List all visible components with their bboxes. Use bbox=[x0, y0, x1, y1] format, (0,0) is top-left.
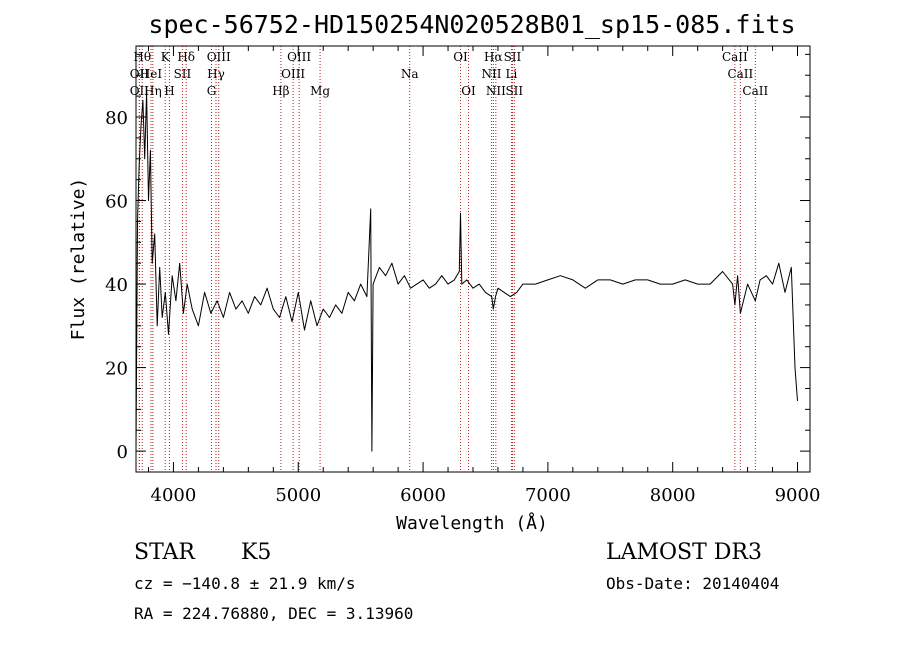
spectral-line-label: NII bbox=[486, 84, 506, 98]
chart-title: spec-56752-HD150254N020528B01_sp15-085.f… bbox=[148, 10, 795, 39]
x-tick-label: 7000 bbox=[525, 485, 571, 506]
x-tick-label: 6000 bbox=[400, 485, 446, 506]
spectral-line-label: OII bbox=[130, 67, 150, 81]
spectral-line-label: OI bbox=[461, 84, 476, 98]
x-tick-label: 5000 bbox=[275, 485, 321, 506]
spectral-line-label: SII bbox=[504, 50, 522, 64]
redshift-readout: cz = −140.8 ± 21.9 km/s bbox=[134, 574, 356, 593]
observation-date: Obs-Date: 20140404 bbox=[606, 574, 779, 593]
y-tick-label: 40 bbox=[105, 275, 128, 296]
spectral-line-label: CaII bbox=[742, 84, 768, 98]
spectral-line-label: Mg bbox=[310, 84, 330, 98]
x-axis: 4000 5000 6000 7000 8000 9000 bbox=[147, 46, 821, 506]
spectral-line-label: Na bbox=[401, 67, 419, 81]
spectral-line-label: HeI bbox=[140, 67, 163, 81]
spectral-line-label: CaII bbox=[722, 50, 748, 64]
x-tick-label: 4000 bbox=[151, 485, 197, 506]
spectral-line-label: OIII bbox=[281, 67, 305, 81]
y-axis: 0 20 40 60 80 bbox=[105, 53, 810, 473]
y-tick-label: 80 bbox=[105, 108, 128, 129]
y-tick-label: 60 bbox=[105, 192, 128, 213]
spectral-line-label: Hγ bbox=[207, 67, 225, 81]
spectral-line-label: OII bbox=[130, 84, 150, 98]
spectral-line-label: OIII bbox=[287, 50, 311, 64]
spectral-line-label: Hδ bbox=[177, 50, 195, 64]
spectrum-series bbox=[135, 91, 798, 452]
plot-frame bbox=[135, 45, 811, 473]
spectral-line-label: Hη bbox=[144, 84, 162, 98]
spectral-line-label: H bbox=[164, 84, 174, 98]
spectral-line-markers bbox=[138, 46, 756, 472]
object-subclass: K5 bbox=[241, 540, 271, 565]
survey-name: LAMOST DR3 bbox=[606, 540, 762, 565]
object-class: STAR bbox=[134, 540, 196, 565]
spectral-line-label: Hα bbox=[484, 50, 503, 64]
spectral-line-label: SII bbox=[174, 67, 192, 81]
spectral-line-label: Hβ bbox=[272, 84, 289, 98]
spectral-line-label: SII bbox=[505, 84, 523, 98]
spectral-line-label: NII bbox=[481, 67, 501, 81]
x-tick-label: 9000 bbox=[775, 485, 821, 506]
spectral-line-label: K bbox=[161, 50, 171, 64]
y-tick-label: 0 bbox=[117, 442, 128, 463]
spectral-line-label: Hθ bbox=[133, 50, 151, 64]
y-tick-label: 20 bbox=[105, 359, 128, 380]
spectral-line-label: Li bbox=[506, 67, 518, 81]
spectrum-line bbox=[135, 91, 798, 452]
spectral-line-label: OI bbox=[453, 50, 468, 64]
x-axis-label: Wavelength (Å) bbox=[396, 512, 548, 534]
x-tick-label: 8000 bbox=[650, 485, 696, 506]
spectral-line-label: G bbox=[207, 84, 217, 98]
y-axis-label: Flux (relative) bbox=[68, 178, 89, 341]
spectral-line-label: OIII bbox=[207, 50, 231, 64]
coordinates-readout: RA = 224.76880, DEC = 3.13960 bbox=[134, 604, 413, 623]
spectral-line-label: CaII bbox=[727, 67, 753, 81]
